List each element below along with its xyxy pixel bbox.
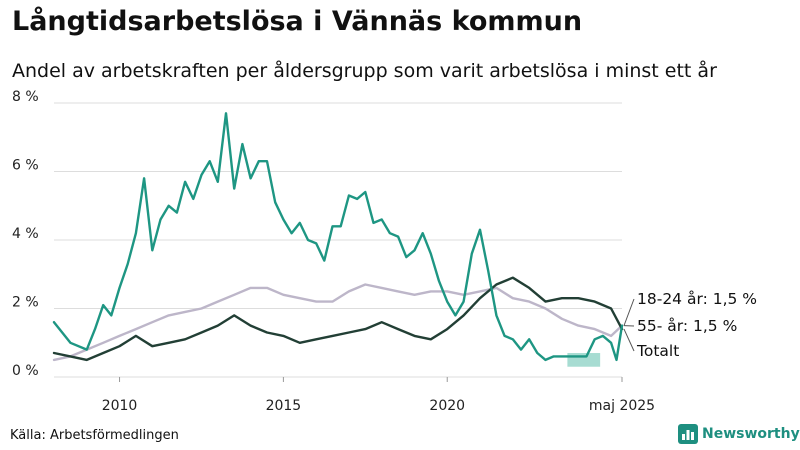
y-tick-label: 0 % <box>12 363 39 379</box>
x-tick-label: maj 2025 <box>589 398 655 414</box>
shaded-band <box>567 353 601 367</box>
series-line <box>52 112 624 362</box>
y-tick-label: 4 % <box>12 226 39 242</box>
series-end-label: Totalt <box>636 342 679 360</box>
x-tick-label: 2015 <box>266 398 302 414</box>
y-tick-label: 2 % <box>12 295 39 311</box>
y-tick-label: 6 % <box>12 158 39 174</box>
brand-logo: Newsworthy <box>678 424 800 444</box>
label-leader-line <box>623 328 635 352</box>
brand-name: Newsworthy <box>702 426 800 442</box>
series-line <box>52 283 624 362</box>
y-tick-label: 8 % <box>12 89 39 105</box>
chart-subtitle: Andel av arbetskraften per åldersgrupp s… <box>12 60 717 82</box>
x-tick-label: 2010 <box>102 398 138 414</box>
label-leader-line <box>623 298 635 326</box>
series-end-label: 18-24 år: 1,5 % <box>637 290 757 308</box>
bar-chart-icon <box>678 424 698 444</box>
series-line <box>52 276 624 362</box>
source-note: Källa: Arbetsförmedlingen <box>10 428 179 443</box>
chart-title: Långtidsarbetslösa i Vännäs kommun <box>12 6 583 37</box>
x-tick-label: 2020 <box>429 398 465 414</box>
series-end-label: 55- år: 1,5 % <box>637 317 737 335</box>
